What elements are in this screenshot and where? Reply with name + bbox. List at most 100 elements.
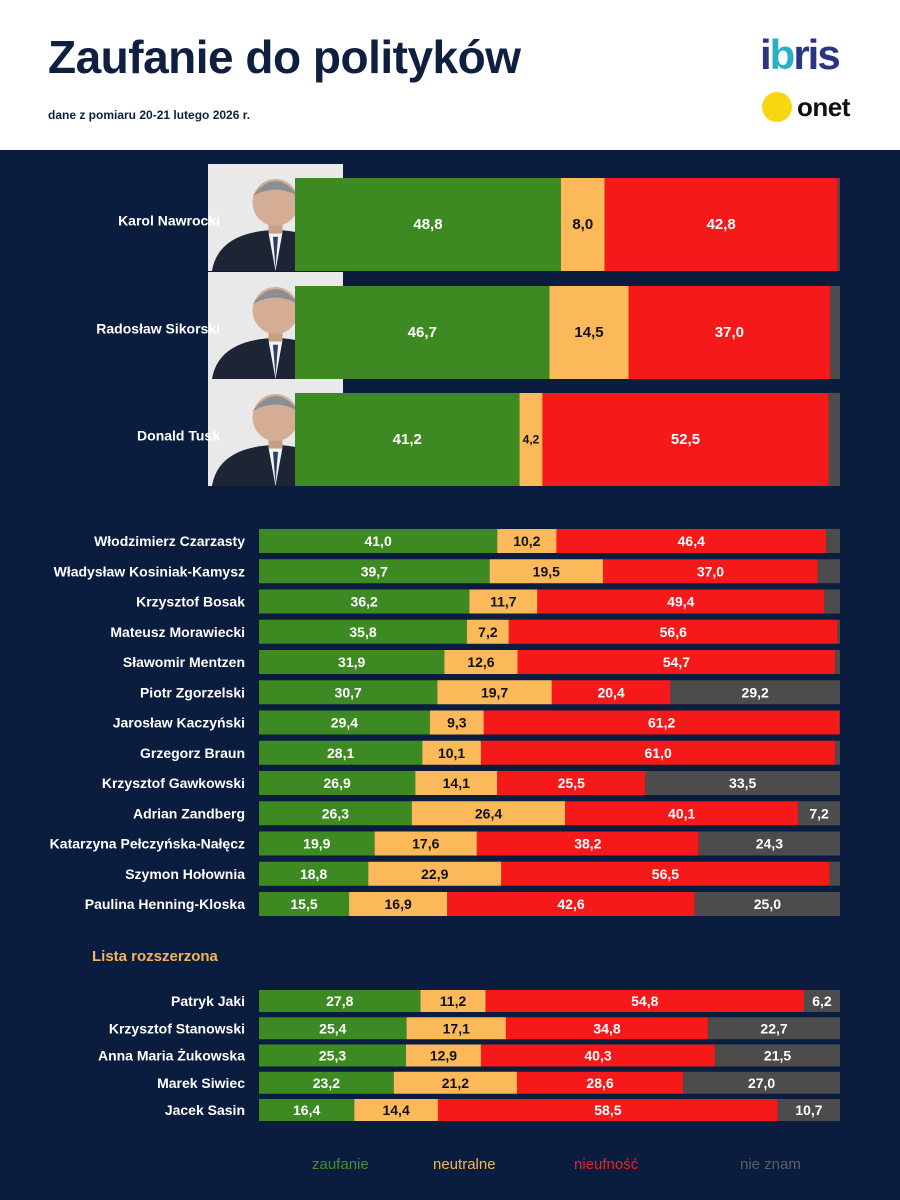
ibris-logo-b: b (769, 31, 796, 78)
bar-unknown-szymon-holownia (829, 861, 840, 886)
bar-trust-adrian-zandberg (259, 801, 412, 826)
bar-distrust-anna-maria-zukowska (480, 1044, 716, 1067)
data-label-distrust-krzysztof-gawkowski: 25,5 (558, 775, 585, 791)
data-label-unknown-jacek-sasin: 10,7 (795, 1102, 822, 1118)
data-label-distrust-szymon-holownia: 56,5 (652, 866, 679, 882)
bar-trust-wlodzimierz-czarzasty (259, 529, 498, 553)
bar-trust-karol-nawrocki (295, 178, 561, 271)
bar-distrust-szymon-holownia (501, 861, 830, 886)
bar-neutral-mateusz-morawiecki (467, 619, 509, 644)
data-label-neutral-krzysztof-gawkowski: 14,1 (443, 775, 470, 791)
data-label-distrust-wlodzimierz-czarzasty: 46,4 (678, 533, 705, 549)
row-label-adrian-zandberg: Adrian Zandberg (133, 805, 245, 821)
data-label-neutral-katarzyna-pelczynska-nalecz: 17,6 (412, 836, 439, 852)
data-label-unknown-piotr-zgorzelski: 29,2 (742, 684, 769, 700)
section-title-extended: Lista rozszerzona (92, 948, 218, 965)
row-label-anna-maria-zukowska: Anna Maria Żukowska (98, 1048, 245, 1064)
bar-trust-katarzyna-pelczynska-nalecz (259, 831, 375, 856)
ibris-logo-i: i (760, 31, 772, 78)
data-label-neutral-karol-nawrocki: 8,0 (572, 216, 593, 233)
bar-neutral-karol-nawrocki (560, 178, 605, 271)
row-label-slawomir-mentzen: Sławomir Mentzen (123, 654, 245, 670)
data-label-unknown-krzysztof-gawkowski: 33,5 (729, 775, 756, 791)
bar-unknown-anna-maria-zukowska (715, 1044, 840, 1067)
bar-trust-piotr-zgorzelski (259, 680, 438, 705)
row-label-donald-tusk: Donald Tusk (137, 428, 220, 444)
data-label-trust-jaroslaw-kaczynski: 29,4 (331, 715, 358, 731)
data-label-trust-patryk-jaki: 27,8 (326, 993, 353, 1009)
data-label-distrust-donald-tusk: 52,5 (671, 431, 700, 448)
bar-unknown-radoslaw-sikorski (830, 286, 840, 379)
bar-distrust-donald-tusk (542, 393, 829, 486)
bar-trust-donald-tusk (295, 393, 520, 486)
data-label-neutral-radoslaw-sikorski: 14,5 (574, 324, 603, 341)
bar-unknown-katarzyna-pelczynska-nalecz (698, 831, 840, 856)
data-label-unknown-adrian-zandberg: 7,2 (809, 805, 829, 821)
data-label-distrust-anna-maria-zukowska: 40,3 (584, 1048, 611, 1064)
bar-neutral-wlodzimierz-czarzasty (497, 529, 557, 553)
data-label-distrust-krzysztof-bosak: 49,4 (667, 594, 694, 610)
data-label-trust-katarzyna-pelczynska-nalecz: 19,9 (303, 836, 330, 852)
data-label-trust-mateusz-morawiecki: 35,8 (349, 624, 376, 640)
data-label-distrust-krzysztof-stanowski: 34,8 (593, 1020, 620, 1036)
bar-neutral-patryk-jaki (420, 990, 486, 1012)
row-label-krzysztof-bosak: Krzysztof Bosak (136, 594, 245, 610)
bar-neutral-piotr-zgorzelski (437, 680, 552, 705)
data-label-trust-piotr-zgorzelski: 30,7 (335, 684, 362, 700)
legend-neutral: neutralne (433, 1156, 496, 1173)
data-label-neutral-grzegorz-braun: 10,1 (438, 745, 465, 761)
data-label-trust-marek-siwiec: 23,2 (313, 1075, 340, 1091)
data-label-neutral-wladyslaw-kosiniak-kamysz: 19,5 (533, 563, 560, 579)
onet-logo: onet (762, 90, 850, 124)
bar-distrust-grzegorz-braun (480, 740, 836, 765)
data-label-neutral-jacek-sasin: 14,4 (382, 1102, 409, 1118)
bar-distrust-wladyslaw-kosiniak-kamysz (602, 559, 818, 584)
bar-trust-krzysztof-bosak (259, 589, 470, 614)
data-label-trust-krzysztof-bosak: 36,2 (351, 594, 378, 610)
bar-distrust-jacek-sasin (437, 1099, 778, 1121)
row-label-katarzyna-pelczynska-nalecz: Katarzyna Pełczyńska-Nałęcz (50, 836, 245, 852)
bar-neutral-krzysztof-gawkowski (415, 771, 498, 795)
onet-logo-circle-icon (762, 92, 792, 122)
bar-distrust-wlodzimierz-czarzasty (556, 529, 827, 553)
bar-trust-grzegorz-braun (259, 740, 423, 765)
bar-neutral-paulina-henning-kloska (349, 892, 448, 916)
row-label-jacek-sasin: Jacek Sasin (165, 1102, 245, 1118)
bar-neutral-donald-tusk (519, 393, 543, 486)
bar-neutral-adrian-zandberg (411, 801, 566, 826)
bar-distrust-radoslaw-sikorski (628, 286, 831, 379)
legend-unknown: nie znam (740, 1156, 801, 1173)
bar-trust-marek-siwiec (259, 1071, 394, 1094)
legend-trust: zaufanie (312, 1156, 369, 1173)
row-label-krzysztof-gawkowski: Krzysztof Gawkowski (102, 775, 245, 791)
data-label-trust-donald-tusk: 41,2 (393, 431, 422, 448)
bar-trust-szymon-holownia (259, 861, 369, 886)
row-label-wlodzimierz-czarzasty: Włodzimierz Czarzasty (94, 533, 245, 549)
row-label-mateusz-morawiecki: Mateusz Morawiecki (110, 624, 245, 640)
row-label-krzysztof-stanowski: Krzysztof Stanowski (109, 1020, 245, 1036)
data-label-trust-krzysztof-stanowski: 25,4 (319, 1020, 346, 1036)
bar-trust-krzysztof-gawkowski (259, 771, 416, 795)
data-label-distrust-karol-nawrocki: 42,8 (707, 216, 736, 233)
bar-neutral-krzysztof-bosak (469, 589, 538, 614)
bar-neutral-krzysztof-stanowski (406, 1017, 506, 1040)
data-label-neutral-marek-siwiec: 21,2 (442, 1075, 469, 1091)
bar-neutral-jacek-sasin (354, 1099, 438, 1121)
data-label-unknown-krzysztof-stanowski: 22,7 (760, 1020, 787, 1036)
row-label-szymon-holownia: Szymon Hołownia (125, 866, 245, 882)
bar-distrust-patryk-jaki (485, 990, 804, 1012)
data-label-trust-radoslaw-sikorski: 46,7 (408, 324, 437, 341)
bar-unknown-adrian-zandberg (798, 801, 840, 826)
bar-neutral-wladyslaw-kosiniak-kamysz (489, 559, 603, 584)
data-label-distrust-grzegorz-braun: 61,0 (645, 745, 672, 761)
bar-unknown-krzysztof-bosak (824, 589, 840, 614)
bar-neutral-marek-siwiec (393, 1071, 517, 1094)
page-title: Zaufanie do polityków (48, 31, 521, 83)
bar-distrust-adrian-zandberg (565, 801, 799, 826)
data-label-neutral-jaroslaw-kaczynski: 9,3 (447, 715, 467, 731)
row-label-wladyslaw-kosiniak-kamysz: Władysław Kosiniak-Kamysz (54, 563, 245, 579)
data-label-neutral-donald-tusk: 4,2 (523, 433, 540, 447)
bar-trust-krzysztof-stanowski (259, 1017, 407, 1040)
page-subtitle: dane z pomiaru 20-21 lutego 2026 r. (48, 108, 251, 122)
bar-neutral-katarzyna-pelczynska-nalecz (374, 831, 477, 856)
